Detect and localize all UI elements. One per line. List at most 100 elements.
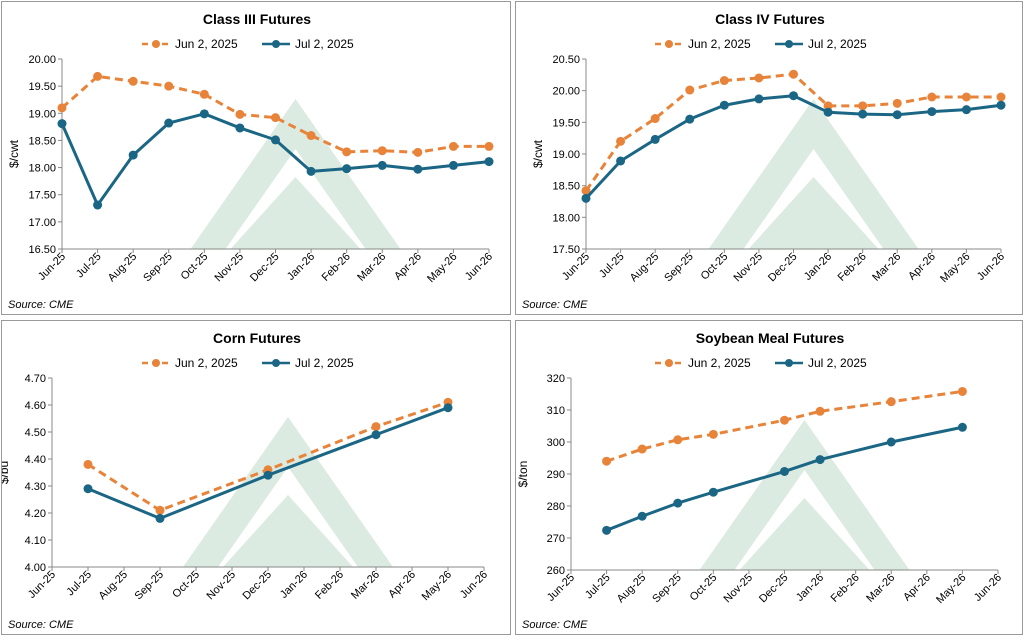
y-tick-label: 4.10	[25, 535, 46, 547]
data-point	[342, 164, 352, 174]
data-point	[581, 186, 591, 196]
y-tick-label: 20.00	[552, 86, 580, 98]
data-point	[673, 435, 683, 445]
x-tick-label: Jan-26	[794, 572, 826, 604]
chart-legend: Jun 2, 2025 Jul 2, 2025	[142, 37, 354, 51]
data-point	[823, 107, 833, 117]
x-tick-label: Nov-25	[212, 251, 246, 285]
legend-label: Jun 2, 2025	[175, 356, 238, 370]
data-point	[448, 141, 458, 151]
chart-soybean-meal: Soybean Meal Futures Jun 2, 2025 Jul 2, 20…	[516, 330, 1004, 631]
legend-label: Jun 2, 2025	[175, 37, 238, 51]
data-point	[957, 422, 967, 432]
series-line-0	[606, 389, 963, 463]
watermark-chevron-inner	[739, 498, 870, 570]
x-tick-label: Oct-25	[699, 251, 731, 283]
y-axis-label: $/cwt	[531, 139, 545, 168]
legend-label: Jul 2, 2025	[808, 37, 867, 51]
chart-source: Source: CME	[522, 619, 588, 631]
chart-legend: Jun 2, 2025 Jul 2, 2025	[142, 356, 354, 370]
data-point	[708, 429, 718, 439]
data-point	[858, 101, 868, 111]
legend-item-0: Jun 2, 2025	[142, 356, 238, 370]
data-point	[377, 146, 387, 156]
watermark-chevron-outer	[699, 420, 910, 570]
chart-legend: Jun 2, 2025 Jul 2, 2025	[655, 356, 867, 370]
y-tick-label: 4.40	[25, 454, 46, 466]
data-point	[685, 85, 695, 95]
legend-swatch-marker	[785, 359, 793, 367]
y-tick-label: 270	[547, 533, 565, 545]
data-point	[271, 113, 280, 123]
data-point	[93, 71, 103, 81]
x-tick-label: May-26	[938, 251, 972, 285]
legend-label: Jul 2, 2025	[295, 356, 354, 370]
data-point	[892, 98, 902, 108]
legend-swatch-marker	[152, 40, 160, 48]
data-point	[235, 109, 245, 119]
x-tick-label: Sep-25	[133, 569, 167, 603]
data-point	[719, 76, 729, 86]
watermark-chevron-outer	[190, 99, 401, 249]
chart-legend: Jun 2, 2025 Jul 2, 2025	[655, 37, 867, 51]
data-point	[789, 69, 798, 79]
x-tick-label: May-26	[420, 569, 454, 603]
data-point	[961, 92, 971, 102]
data-point	[342, 147, 352, 157]
x-tick-label: Aug-25	[628, 251, 662, 285]
legend-swatch-marker	[665, 359, 673, 367]
y-tick-label: 4.30	[25, 481, 46, 493]
x-tick-label: Dec-25	[248, 251, 282, 285]
x-tick-label: May-26	[425, 251, 459, 285]
chart-title: Class IV Futures	[715, 11, 825, 27]
y-tick-label: 4.60	[25, 400, 46, 412]
data-point	[823, 101, 833, 111]
y-tick-label: 310	[547, 405, 565, 417]
chart-title: Soybean Meal Futures	[696, 330, 845, 346]
watermark-logo	[708, 99, 919, 249]
data-point	[858, 109, 868, 119]
data-point	[815, 455, 825, 465]
data-point	[413, 164, 423, 174]
x-tick-label: Jan-26	[802, 251, 834, 283]
data-point	[637, 511, 647, 521]
data-point	[673, 498, 683, 508]
chart-panel-soybean-meal: Soybean Meal Futures Jun 2, 2025 Jul 2, 20…	[515, 320, 1023, 635]
data-point	[155, 513, 165, 523]
series-line-1	[606, 425, 963, 532]
legend-item-1: Jul 2, 2025	[775, 37, 867, 51]
x-tick-label: Nov-25	[721, 572, 755, 606]
data-point	[754, 94, 764, 104]
data-point	[484, 141, 494, 151]
data-point	[271, 135, 280, 145]
watermark-chevron-inner	[223, 495, 353, 567]
x-tick-label: Aug-25	[615, 572, 649, 606]
y-tick-label: 300	[547, 437, 565, 449]
x-tick-label: Mar-26	[349, 569, 382, 602]
data-point	[616, 156, 626, 166]
x-tick-label: Nov-25	[205, 569, 239, 603]
y-tick-label: 18.00	[28, 163, 56, 175]
y-tick-label: 17.00	[28, 217, 56, 229]
data-point	[996, 92, 1006, 102]
y-tick-label: 4.20	[25, 508, 46, 520]
data-point	[957, 386, 967, 396]
data-point	[719, 100, 729, 110]
data-point	[377, 160, 387, 170]
y-tick-label: 18.50	[28, 135, 56, 147]
x-tick-label: Jul-25	[583, 572, 613, 602]
data-point	[789, 91, 798, 101]
data-point	[199, 89, 209, 99]
watermark-chevron-inner	[230, 177, 361, 249]
data-point	[306, 166, 316, 176]
y-tick-label: 17.50	[552, 244, 580, 256]
data-point	[637, 444, 647, 454]
data-point	[650, 114, 660, 124]
watermark-chevron-inner	[748, 177, 879, 249]
y-tick-label: 280	[547, 501, 565, 513]
watermark-chevron-outer	[708, 99, 919, 249]
legend-item-1: Jul 2, 2025	[262, 37, 354, 51]
watermark-logo	[699, 420, 910, 570]
x-tick-label: Jun-26	[972, 572, 1004, 604]
data-point	[754, 73, 764, 83]
